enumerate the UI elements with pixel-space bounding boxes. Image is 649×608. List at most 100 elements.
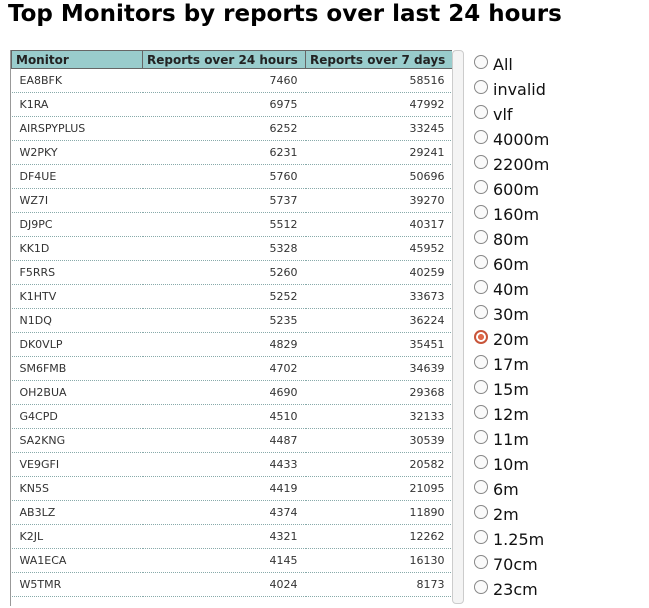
band-label[interactable]: 15m	[493, 380, 529, 399]
band-label[interactable]: 12m	[493, 405, 529, 424]
band-option[interactable]: 10m	[474, 452, 549, 477]
monitor-cell[interactable]: KN5S	[11, 476, 143, 501]
band-label[interactable]: 20m	[493, 330, 529, 349]
monitor-cell[interactable]: AB3LZ	[11, 500, 143, 525]
radio-button[interactable]	[474, 54, 488, 69]
column-header[interactable]: Reports over 7 days	[305, 50, 452, 69]
band-label[interactable]: 17m	[493, 355, 529, 374]
table-row: SM6FMB 4702 34639	[11, 356, 452, 381]
count-cell: 4487	[142, 428, 306, 453]
band-label[interactable]: 10m	[493, 455, 529, 474]
count-cell: 35451	[305, 332, 452, 357]
monitor-cell[interactable]: DF4UE	[11, 164, 143, 189]
band-label[interactable]: 160m	[493, 205, 540, 224]
band-option[interactable]: 70cm	[474, 552, 549, 577]
radio-button[interactable]	[474, 104, 488, 119]
band-label[interactable]: vlf	[493, 105, 513, 124]
monitor-cell[interactable]: EA8BFK	[11, 68, 143, 93]
radio-button[interactable]	[474, 429, 488, 444]
radio-button[interactable]	[474, 279, 488, 294]
monitor-cell[interactable]: K1RA	[11, 92, 143, 117]
monitor-cell[interactable]: WA1ECA	[11, 548, 143, 573]
radio-button[interactable]	[474, 454, 488, 469]
radio-button[interactable]	[474, 579, 488, 594]
monitor-cell[interactable]: DJ9PC	[11, 212, 143, 237]
band-option[interactable]: 30m	[474, 302, 549, 327]
monitor-cell[interactable]: OH2BUA	[11, 380, 143, 405]
band-option[interactable]: 2200m	[474, 152, 549, 177]
band-option[interactable]: 20m	[474, 327, 549, 352]
monitor-cell[interactable]: F5RRS	[11, 260, 143, 285]
count-cell: 20582	[305, 452, 452, 477]
radio-button[interactable]	[474, 79, 488, 94]
monitor-cell[interactable]: W5TMR	[11, 572, 143, 597]
band-label[interactable]: 6m	[493, 480, 519, 499]
column-header[interactable]: Reports over 24 hours	[142, 50, 306, 69]
monitor-cell[interactable]: SM6FMB	[11, 356, 143, 381]
radio-button[interactable]	[474, 554, 488, 569]
band-option[interactable]: 6m	[474, 477, 549, 502]
table-row: K1RA 6975 47992	[11, 92, 452, 117]
radio-button[interactable]	[474, 479, 488, 494]
band-label[interactable]: 2m	[493, 505, 519, 524]
band-option[interactable]: 4000m	[474, 127, 549, 152]
count-cell: 12262	[305, 524, 452, 549]
band-label[interactable]: 23cm	[493, 580, 538, 599]
radio-button[interactable]	[474, 154, 488, 169]
radio-button[interactable]	[474, 304, 488, 319]
band-option[interactable]: 80m	[474, 227, 549, 252]
monitor-cell[interactable]: WZ7I	[11, 188, 143, 213]
monitor-cell[interactable]: SA2KNG	[11, 428, 143, 453]
column-header[interactable]: Monitor	[11, 50, 143, 69]
radio-button[interactable]	[474, 229, 488, 244]
table-row: G4CPD 4510 32133	[11, 404, 452, 429]
monitor-cell[interactable]: AIRSPYPLUS	[11, 116, 143, 141]
scrollbar[interactable]	[452, 50, 464, 604]
band-label[interactable]: 70cm	[493, 555, 538, 574]
monitor-cell[interactable]: K1HTV	[11, 284, 143, 309]
radio-button[interactable]	[474, 504, 488, 519]
monitor-cell[interactable]: DK0VLP	[11, 332, 143, 357]
monitor-cell[interactable]: N1DQ	[11, 308, 143, 333]
band-label[interactable]: 30m	[493, 305, 529, 324]
band-label[interactable]: All	[493, 55, 513, 74]
band-option[interactable]: 12m	[474, 402, 549, 427]
band-option[interactable]: All	[474, 52, 549, 77]
band-option[interactable]: 15m	[474, 377, 549, 402]
band-label[interactable]: 4000m	[493, 130, 550, 149]
radio-button[interactable]	[474, 129, 488, 144]
band-option[interactable]: 23cm	[474, 577, 549, 602]
band-option[interactable]: invalid	[474, 77, 549, 102]
band-label[interactable]: 11m	[493, 430, 529, 449]
band-option[interactable]: 600m	[474, 177, 549, 202]
band-option[interactable]: 11m	[474, 427, 549, 452]
band-option[interactable]: 160m	[474, 202, 549, 227]
radio-button[interactable]	[474, 329, 488, 344]
band-option[interactable]: 2m	[474, 502, 549, 527]
monitor-cell[interactable]: VE9GFI	[11, 452, 143, 477]
monitor-cell[interactable]: G4CPD	[11, 404, 143, 429]
band-label[interactable]: 40m	[493, 280, 529, 299]
band-option[interactable]: 40m	[474, 277, 549, 302]
monitor-cell[interactable]: KK1D	[11, 236, 143, 261]
band-option[interactable]: 60m	[474, 252, 549, 277]
band-option[interactable]: vlf	[474, 102, 549, 127]
radio-button[interactable]	[474, 404, 488, 419]
band-option[interactable]: 1.25m	[474, 527, 549, 552]
band-option[interactable]: 17m	[474, 352, 549, 377]
band-label[interactable]: 80m	[493, 230, 529, 249]
radio-button[interactable]	[474, 179, 488, 194]
band-label[interactable]: 1.25m	[493, 530, 545, 549]
monitor-cell[interactable]: K2JL	[11, 524, 143, 549]
radio-button[interactable]	[474, 529, 488, 544]
band-label[interactable]: 2200m	[493, 155, 550, 174]
band-label[interactable]: 600m	[493, 180, 540, 199]
band-label[interactable]: invalid	[493, 80, 546, 99]
radio-button[interactable]	[474, 204, 488, 219]
radio-button[interactable]	[474, 254, 488, 269]
count-cell: 4433	[142, 452, 306, 477]
radio-button[interactable]	[474, 354, 488, 369]
radio-button[interactable]	[474, 379, 488, 394]
monitor-cell[interactable]: W2PKY	[11, 140, 143, 165]
band-label[interactable]: 60m	[493, 255, 529, 274]
